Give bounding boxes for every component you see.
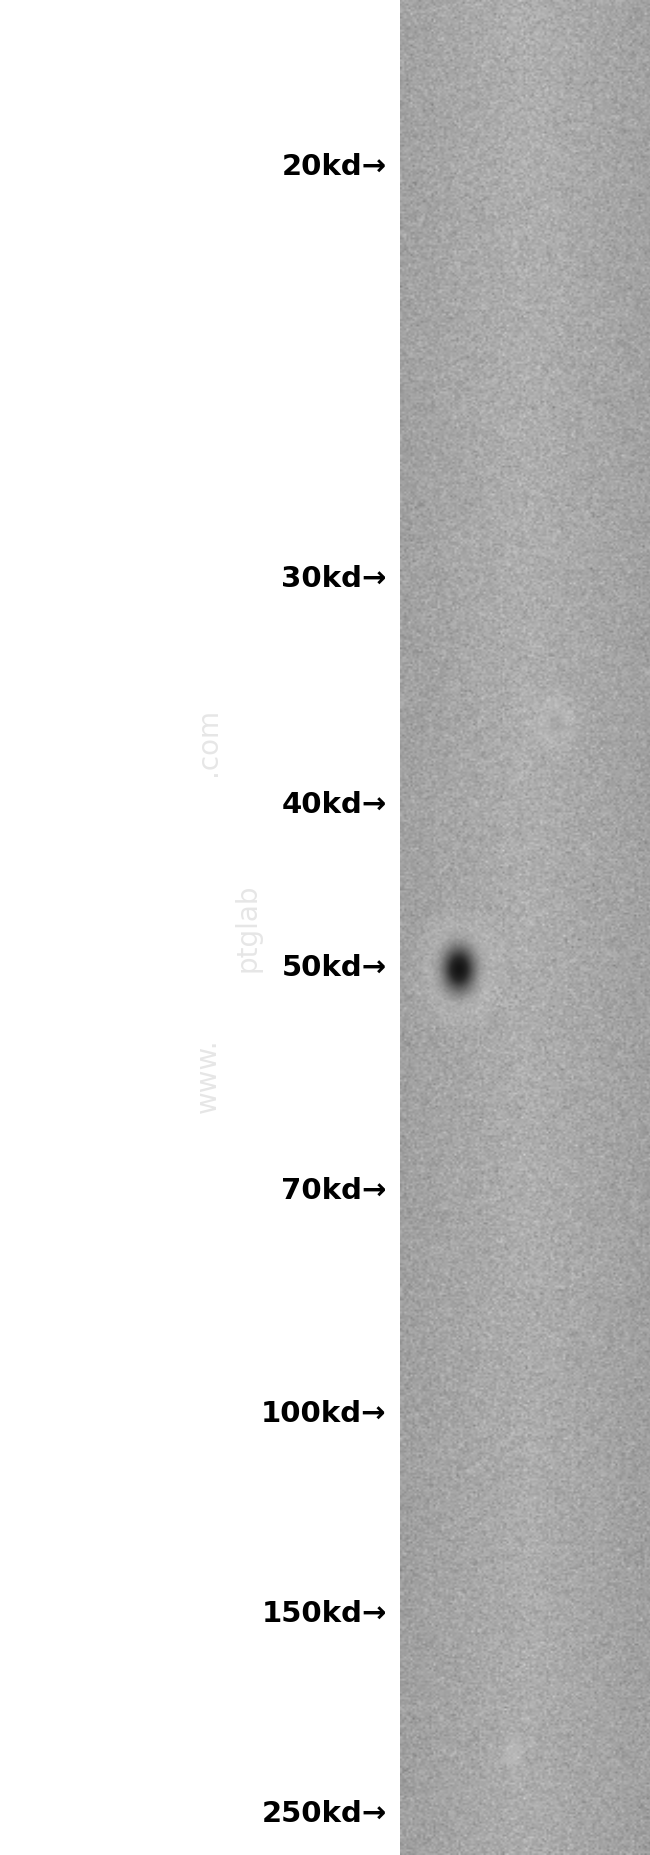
Text: 250kd→: 250kd→: [261, 1799, 387, 1829]
Text: 70kd→: 70kd→: [281, 1176, 387, 1206]
Text: www.: www.: [194, 1039, 222, 1113]
Text: 150kd→: 150kd→: [261, 1599, 387, 1629]
Text: 40kd→: 40kd→: [281, 790, 387, 820]
Text: 20kd→: 20kd→: [281, 152, 387, 182]
Text: 30kd→: 30kd→: [281, 564, 387, 594]
Text: 50kd→: 50kd→: [281, 953, 387, 983]
Text: ptglab: ptglab: [233, 883, 261, 972]
Text: .com: .com: [194, 709, 222, 775]
Text: 100kd→: 100kd→: [261, 1399, 387, 1428]
